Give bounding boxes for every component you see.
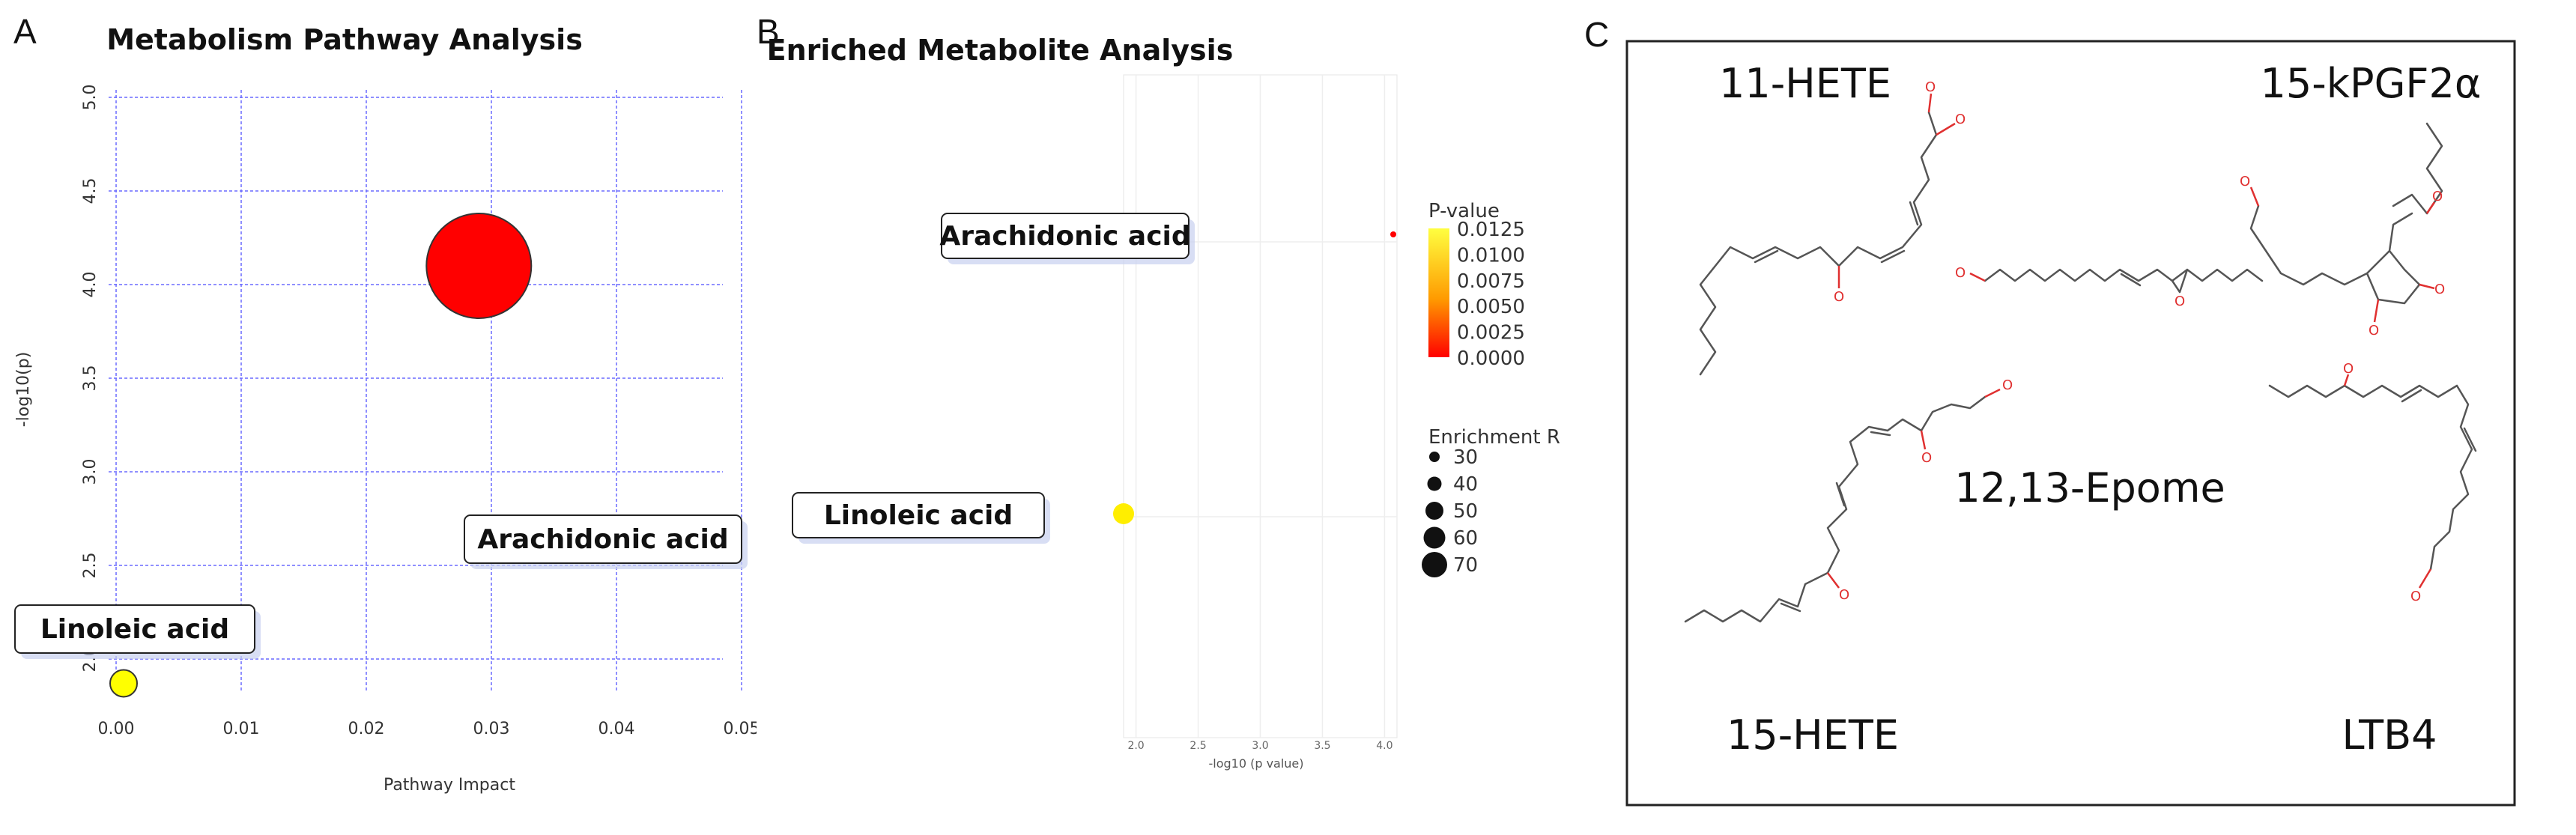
y-axis-label-a: -log10(p) bbox=[14, 352, 33, 428]
label-linoleic-acid-box bbox=[792, 492, 1045, 538]
x-tick-label: 3.0 bbox=[1252, 740, 1268, 752]
color-legend-tick: 0.0125 bbox=[1457, 219, 1525, 241]
size-legend-label: 40 bbox=[1453, 473, 1478, 496]
svg-text:O: O bbox=[2240, 174, 2250, 189]
color-legend-tick: 0.0100 bbox=[1457, 244, 1525, 267]
y-tick-label: 3.5 bbox=[81, 365, 100, 392]
ticks-a: 0.000.010.020.030.040.052.02.53.03.54.04… bbox=[81, 85, 757, 739]
structure-label-15-kpgf2a: 15-kPGF2α bbox=[2261, 60, 2482, 107]
svg-text:O: O bbox=[1839, 587, 1849, 603]
structure-label-11-hete: 11-HETE bbox=[1719, 60, 1891, 107]
x-tick-label: 0.05 bbox=[724, 720, 757, 738]
data-point-arachidonic-acid bbox=[1390, 231, 1397, 237]
label-arachidonic-acid-text: Arachidonic acid bbox=[939, 221, 1190, 252]
svg-text:O: O bbox=[2369, 323, 2379, 338]
svg-text:O: O bbox=[2432, 189, 2443, 204]
legend-size-title: Enrichment R bbox=[1428, 426, 1560, 449]
structure-label-12-13-epome: 12,13-Epome bbox=[1954, 464, 2225, 511]
color-legend-bar bbox=[1428, 228, 1449, 357]
x-tick-label: 0.03 bbox=[473, 720, 510, 738]
panel-c: C 11-HETE 15-kPGF2α 12,13-Epome 15-HETE … bbox=[1581, 0, 2576, 835]
x-tick-label: 2.5 bbox=[1189, 740, 1206, 752]
size-legend-dot bbox=[1423, 526, 1446, 549]
x-tick-label: 0.01 bbox=[223, 720, 260, 738]
label-linoleic-acid-text: Linoleic acid bbox=[40, 614, 229, 645]
size-legend-label: 70 bbox=[1453, 554, 1478, 577]
structures-frame bbox=[1625, 40, 2516, 807]
label-arachidonic-acid-box bbox=[464, 514, 742, 564]
size-legend-label: 30 bbox=[1453, 446, 1478, 469]
svg-text:O: O bbox=[1921, 450, 1932, 466]
structure-15-hete: O O O bbox=[1684, 377, 2013, 623]
panel-letter-b: B bbox=[757, 12, 780, 51]
y-tick-label: 4.0 bbox=[81, 272, 100, 298]
y-tick-label: 4.5 bbox=[81, 178, 100, 204]
ticks-b: 2.0 2.5 3.0 3.5 4.0 bbox=[1127, 740, 1392, 752]
svg-text:O: O bbox=[2175, 294, 2185, 309]
size-legend-dot bbox=[1425, 502, 1443, 520]
structure-ltb4: O O bbox=[2268, 361, 2477, 604]
size-legend-label: 60 bbox=[1453, 527, 1478, 550]
structure-label-ltb4: LTB4 bbox=[2342, 711, 2437, 759]
size-legend-dot bbox=[1429, 452, 1440, 462]
svg-text:O: O bbox=[2434, 282, 2445, 297]
y-tick-label: 3.0 bbox=[81, 459, 100, 485]
x-tick-label: 0.04 bbox=[598, 720, 635, 738]
svg-text:O: O bbox=[2410, 589, 2421, 604]
x-axis-label-b: -log10 (p value) bbox=[1208, 756, 1303, 771]
x-axis-label-a: Pathway Impact bbox=[384, 776, 515, 795]
pathway-analysis-chart: A Metabolism Pathway Analysis 0.00 0.01 0.… bbox=[13, 12, 757, 795]
label-arachidonic-acid-text: Arachidonic acid bbox=[477, 524, 728, 555]
data-point-linoleic-acid bbox=[1113, 503, 1134, 524]
panel-letter-a: A bbox=[13, 12, 37, 51]
x-tick-label: 4.0 bbox=[1376, 740, 1392, 752]
structure-label-15-hete: 15-HETE bbox=[1727, 711, 1899, 759]
label-linoleic-acid-text: Linoleic acid bbox=[824, 500, 1013, 531]
structure-11-hete: O O O bbox=[1699, 79, 1966, 376]
svg-text:O: O bbox=[2002, 377, 2013, 393]
x-tick-label: 2.0 bbox=[1127, 740, 1144, 752]
chart-title-a: Metabolism Pathway Analysis bbox=[106, 23, 583, 56]
color-legend-tick: 0.0025 bbox=[1457, 322, 1525, 344]
y-tick-label: 2.5 bbox=[81, 553, 100, 579]
color-legend-tick: 0.0075 bbox=[1457, 270, 1525, 293]
size-legend-dot bbox=[1427, 476, 1442, 491]
x-tick-label: 0.00 bbox=[98, 720, 135, 738]
grid-a bbox=[109, 90, 742, 693]
size-legend: 30 40 50 60 70 bbox=[1422, 446, 1478, 577]
y-tick-label: 5.0 bbox=[81, 85, 100, 111]
chart-title-b: Enriched Metabolite Analysis bbox=[767, 34, 1234, 67]
color-legend-ticks: 0.0125 0.0100 0.0075 0.0050 0.0025 0.0000 bbox=[1457, 219, 1525, 370]
points-b: Arachidonic acid Linoleic acid bbox=[792, 213, 1397, 544]
enriched-metabolite-chart: B Enriched Metabolite Analysis 2.0 2.5 3.0… bbox=[757, 12, 1560, 771]
color-legend-tick: 0.0000 bbox=[1457, 347, 1525, 370]
data-point-arachidonic-acid bbox=[425, 213, 533, 319]
grid-b bbox=[1123, 74, 1398, 738]
panel-a: A Metabolism Pathway Analysis 0.00 0.01 0.… bbox=[0, 0, 757, 835]
svg-text:O: O bbox=[2343, 361, 2354, 377]
structure-15-kpgf2a: O O O O bbox=[2240, 122, 2445, 338]
svg-text:O: O bbox=[1925, 79, 1936, 95]
size-legend-label: 50 bbox=[1453, 500, 1478, 523]
points-a: Arachidonic acid Linoleic acid bbox=[14, 213, 748, 698]
structure-12-13-epome: O O bbox=[1955, 265, 2264, 309]
svg-text:O: O bbox=[1955, 265, 1966, 281]
legend-color-title: P-value bbox=[1428, 200, 1500, 222]
svg-text:O: O bbox=[1834, 289, 1844, 305]
x-tick-label: 3.5 bbox=[1314, 740, 1330, 752]
label-arachidonic-acid-box bbox=[941, 213, 1189, 259]
x-tick-label: 0.02 bbox=[348, 720, 385, 738]
svg-text:O: O bbox=[1955, 112, 1966, 127]
panel-b: B Enriched Metabolite Analysis 2.0 2.5 3.0… bbox=[757, 0, 1581, 835]
label-linoleic-acid-box bbox=[14, 604, 255, 654]
structures-panel: C 11-HETE 15-kPGF2α 12,13-Epome 15-HETE … bbox=[1584, 15, 2516, 807]
panel-letter-c: C bbox=[1584, 15, 1609, 54]
color-legend-tick: 0.0050 bbox=[1457, 296, 1525, 318]
size-legend-dot bbox=[1422, 552, 1447, 577]
data-point-linoleic-acid bbox=[109, 669, 138, 698]
